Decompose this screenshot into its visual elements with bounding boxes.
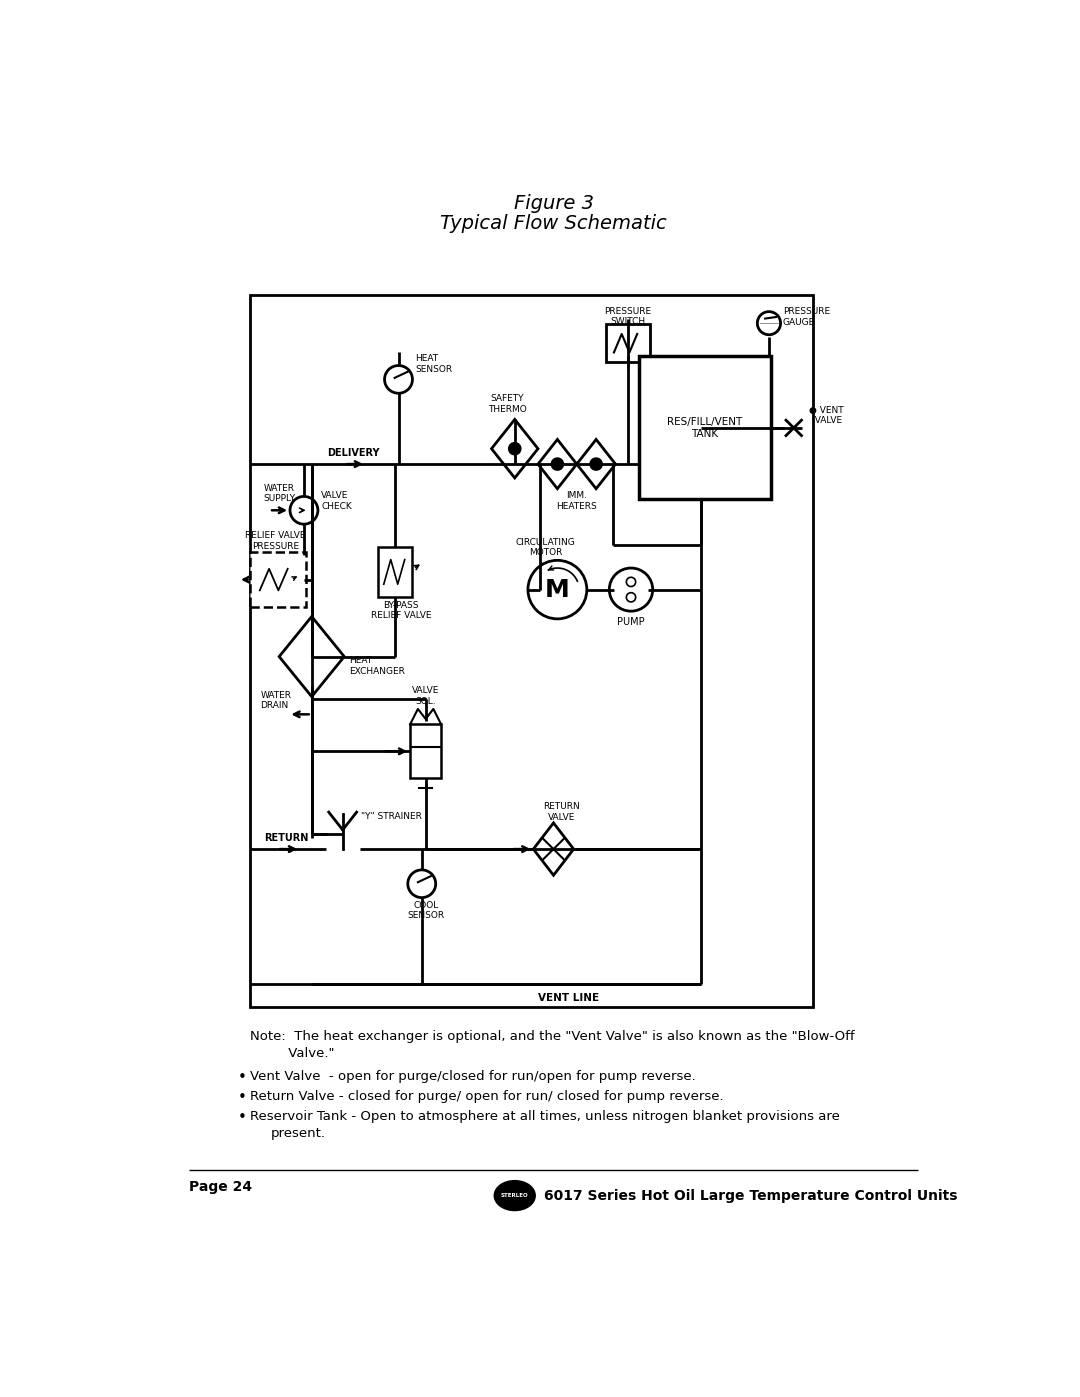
Text: IMM.
HEATERS: IMM. HEATERS — [556, 492, 597, 511]
Circle shape — [591, 458, 602, 469]
Text: 6017 Series Hot Oil Large Temperature Control Units: 6017 Series Hot Oil Large Temperature Co… — [544, 1189, 958, 1203]
Text: HEAT
SENSOR: HEAT SENSOR — [416, 355, 453, 373]
Text: Valve.": Valve." — [249, 1046, 334, 1060]
Bar — [251, 552, 307, 608]
Text: RES/FILL/VENT
TANK: RES/FILL/VENT TANK — [667, 418, 742, 439]
Text: HEAT
EXCHANGER: HEAT EXCHANGER — [349, 657, 405, 676]
Text: VENT LINE: VENT LINE — [538, 993, 598, 1003]
Bar — [249, 295, 813, 1007]
Text: Figure 3: Figure 3 — [513, 194, 594, 214]
Bar — [410, 725, 441, 778]
Polygon shape — [538, 440, 577, 489]
Text: RELIEF VALVE
PRESSURE: RELIEF VALVE PRESSURE — [245, 531, 306, 550]
Text: Return Valve - closed for purge/ open for run/ closed for pump reverse.: Return Valve - closed for purge/ open fo… — [249, 1090, 724, 1104]
Text: CIRCULATING
MOTOR: CIRCULATING MOTOR — [516, 538, 576, 557]
Polygon shape — [491, 419, 538, 478]
Text: Note:  The heat exchanger is optional, and the "Vent Valve" is also known as the: Note: The heat exchanger is optional, an… — [249, 1030, 854, 1044]
Text: VALVE
CHECK: VALVE CHECK — [321, 492, 352, 511]
Text: •: • — [238, 1111, 246, 1125]
Polygon shape — [534, 823, 573, 876]
Text: WATER
DRAIN: WATER DRAIN — [260, 690, 292, 710]
Text: Page 24: Page 24 — [189, 1180, 253, 1194]
Text: STERLEO: STERLEO — [501, 1193, 528, 1199]
Text: Vent Valve  - open for purge/closed for run/open for pump reverse.: Vent Valve - open for purge/closed for r… — [249, 1070, 696, 1083]
Circle shape — [552, 458, 563, 469]
Bar — [606, 324, 649, 362]
Text: ● VENT
  VALVE: ● VENT VALVE — [809, 407, 843, 425]
Text: COOL
SENSOR: COOL SENSOR — [407, 901, 444, 921]
Ellipse shape — [495, 1180, 535, 1210]
Text: "Y" STRAINER: "Y" STRAINER — [362, 812, 422, 821]
Text: RETURN: RETURN — [264, 833, 308, 842]
Text: BY-PASS
RELIEF VALVE: BY-PASS RELIEF VALVE — [370, 601, 431, 620]
Bar — [638, 356, 770, 499]
Text: RETURN
VALVE: RETURN VALVE — [543, 802, 580, 821]
Text: PUMP: PUMP — [617, 617, 645, 627]
Bar — [378, 548, 411, 597]
Text: VALVE
SOL.: VALVE SOL. — [411, 686, 440, 705]
Text: PRESSURE
GAUGE: PRESSURE GAUGE — [783, 307, 831, 327]
Text: PRESSURE
SWITCH: PRESSURE SWITCH — [605, 306, 651, 326]
Text: SAFETY
THERMO: SAFETY THERMO — [488, 394, 526, 414]
Text: M: M — [545, 577, 570, 602]
Text: Reservoir Tank - Open to atmosphere at all times, unless nitrogen blanket provis: Reservoir Tank - Open to atmosphere at a… — [249, 1111, 839, 1123]
Text: DELIVERY: DELIVERY — [327, 448, 380, 458]
Circle shape — [510, 443, 521, 454]
Polygon shape — [279, 616, 345, 697]
Text: present.: present. — [271, 1127, 326, 1140]
Text: •: • — [238, 1070, 246, 1085]
Text: WATER
SUPPLY: WATER SUPPLY — [264, 483, 296, 503]
Polygon shape — [577, 440, 616, 489]
Text: Typical Flow Schematic: Typical Flow Schematic — [441, 214, 666, 232]
Text: •: • — [238, 1090, 246, 1105]
